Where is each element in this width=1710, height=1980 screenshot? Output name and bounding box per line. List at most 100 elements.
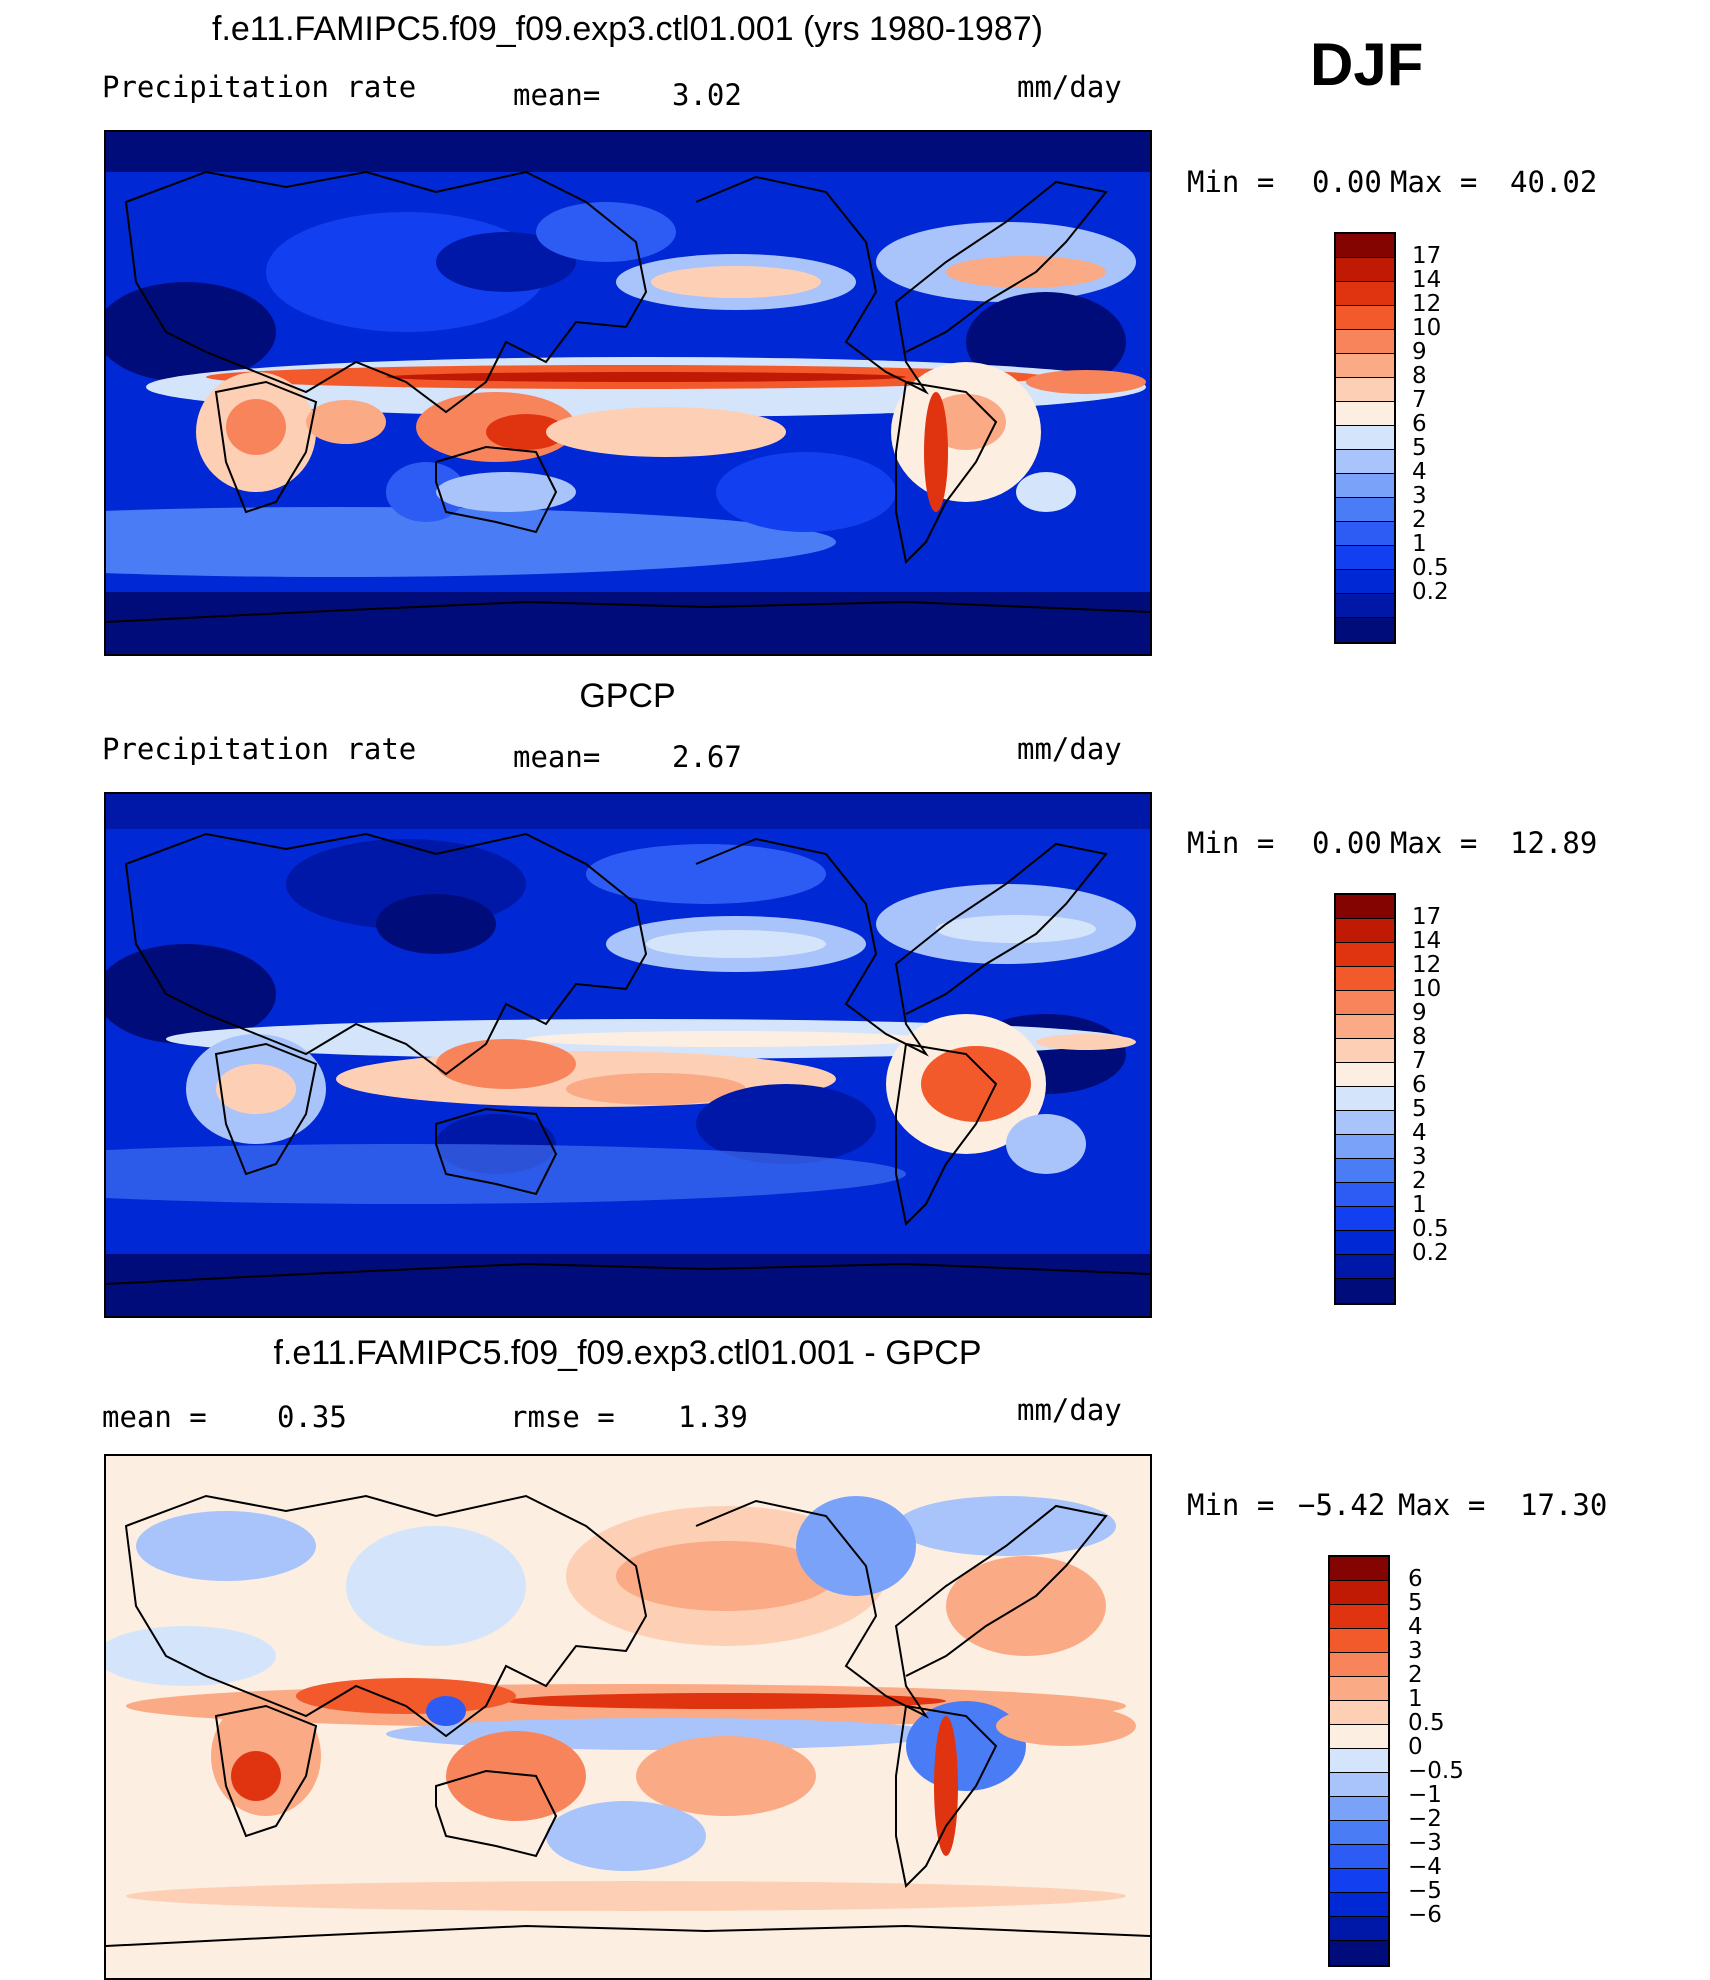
colorbar-swatch: [1336, 450, 1394, 474]
colorbar-swatch: [1336, 919, 1394, 943]
panel2-mean-label: mean=: [513, 740, 601, 774]
colorbar-swatch: [1336, 570, 1394, 594]
colorbar-swatch: [1336, 1087, 1394, 1111]
colorbar-swatch: [1336, 991, 1394, 1015]
panel1-title: f.e11.FAMIPC5.f09_f09.exp3.ctl01.001 (yr…: [212, 10, 1043, 48]
panel3-rmse-value: 1.39: [678, 1400, 748, 1434]
colorbar-swatch: [1330, 1773, 1388, 1797]
colorbar-tick-label: 4: [1412, 1120, 1427, 1146]
colorbar-tick-label: 9: [1412, 339, 1427, 365]
colorbar-swatch: [1330, 1749, 1388, 1773]
colorbar-swatch: [1336, 1063, 1394, 1087]
colorbar-swatch: [1336, 234, 1394, 258]
colorbar-tick-label: 1: [1412, 531, 1427, 557]
panel1-max-label: Max =: [1390, 165, 1478, 199]
colorbar-swatch: [1336, 967, 1394, 991]
colorbar-tick-label: 3: [1412, 1144, 1427, 1170]
colorbar-tick-label: −6: [1408, 1902, 1442, 1928]
colorbar-tick-label: 1: [1408, 1686, 1423, 1712]
colorbar-swatch: [1336, 522, 1394, 546]
panel1-min-label: Min =: [1187, 165, 1275, 199]
colorbar-swatch: [1330, 1605, 1388, 1629]
colorbar-swatch: [1336, 546, 1394, 570]
colorbar-swatch: [1330, 1821, 1388, 1845]
colorbar-tick-label: 5: [1412, 1096, 1427, 1122]
panel3-mean-label: mean =: [102, 1400, 207, 1434]
colorbar-tick-label: 2: [1408, 1662, 1423, 1688]
colorbar-tick-label: 10: [1412, 315, 1442, 341]
colorbar-swatch: [1336, 1231, 1394, 1255]
colorbar-tick-label: 8: [1412, 363, 1427, 389]
colorbar-tick-label: −3: [1408, 1830, 1442, 1856]
colorbar-swatch: [1330, 1581, 1388, 1605]
colorbar-tick-label: 2: [1412, 1168, 1427, 1194]
colorbar-swatch: [1330, 1941, 1388, 1965]
colorbar-tick-label: 0.2: [1412, 1240, 1449, 1266]
colorbar-tick-label: 14: [1412, 267, 1442, 293]
panel2-map-field: [106, 794, 1150, 1316]
colorbar-swatch: [1336, 258, 1394, 282]
panel2-max-label: Max =: [1390, 826, 1478, 860]
colorbar-swatch: [1336, 943, 1394, 967]
panel3-units: mm/day: [1017, 1393, 1122, 1427]
colorbar-swatch: [1336, 594, 1394, 618]
colorbar-swatch: [1330, 1629, 1388, 1653]
colorbar-tick-label: 5: [1412, 435, 1427, 461]
panel3-map-field: [106, 1456, 1150, 1978]
colorbar-tick-label: −1: [1408, 1782, 1442, 1808]
colorbar-tick-label: 3: [1412, 483, 1427, 509]
colorbar-tick-label: 12: [1412, 291, 1442, 317]
colorbar-tick-label: 0.5: [1412, 555, 1449, 581]
panel3-title: f.e11.FAMIPC5.f09_f09.exp3.ctl01.001 - G…: [273, 1334, 982, 1372]
colorbar-swatch: [1336, 1159, 1394, 1183]
panel1-variable-label: Precipitation rate: [102, 70, 417, 104]
colorbar-tick-label: 2: [1412, 507, 1427, 533]
colorbar-swatch: [1336, 1135, 1394, 1159]
colorbar-tick-label: 12: [1412, 952, 1442, 978]
colorbar-swatch: [1336, 895, 1394, 919]
panel1-colorbar: [1334, 232, 1396, 644]
panel1-map: [104, 130, 1152, 656]
colorbar-tick-label: 0.5: [1408, 1710, 1445, 1736]
colorbar-tick-label: 7: [1412, 387, 1427, 413]
panel3-colorbar: [1328, 1555, 1390, 1967]
colorbar-swatch: [1336, 498, 1394, 522]
panel2-mean-value: 2.67: [672, 740, 742, 774]
colorbar-tick-label: 3: [1408, 1638, 1423, 1664]
panel1-min-value: 0.00: [1312, 165, 1382, 199]
colorbar-swatch: [1336, 1015, 1394, 1039]
colorbar-tick-label: 4: [1408, 1614, 1423, 1640]
colorbar-tick-label: 1: [1412, 1192, 1427, 1218]
colorbar-tick-label: 6: [1412, 411, 1427, 437]
colorbar-swatch: [1336, 1279, 1394, 1303]
panel2-min-label: Min =: [1187, 826, 1275, 860]
colorbar-swatch: [1330, 1845, 1388, 1869]
colorbar-tick-label: 0: [1408, 1734, 1423, 1760]
colorbar-swatch: [1336, 1111, 1394, 1135]
panel2-units: mm/day: [1017, 732, 1122, 766]
colorbar-swatch: [1330, 1677, 1388, 1701]
colorbar-tick-label: −5: [1408, 1878, 1442, 1904]
colorbar-tick-label: 7: [1412, 1048, 1427, 1074]
panel2-variable-label: Precipitation rate: [102, 732, 417, 766]
colorbar-swatch: [1330, 1557, 1388, 1581]
colorbar-tick-label: 6: [1412, 1072, 1427, 1098]
panel1-mean-value: 3.02: [672, 78, 742, 112]
colorbar-swatch: [1336, 378, 1394, 402]
panel3-max-value: 17.30: [1520, 1488, 1608, 1522]
colorbar-swatch: [1336, 330, 1394, 354]
panel2-title: GPCP: [579, 677, 676, 715]
colorbar-swatch: [1336, 354, 1394, 378]
colorbar-swatch: [1330, 1917, 1388, 1941]
colorbar-tick-label: 14: [1412, 928, 1442, 954]
colorbar-swatch: [1336, 1183, 1394, 1207]
panel2-max-value: 12.89: [1510, 826, 1598, 860]
colorbar-tick-label: 6: [1408, 1566, 1423, 1592]
colorbar-swatch: [1330, 1797, 1388, 1821]
colorbar-swatch: [1336, 1039, 1394, 1063]
colorbar-swatch: [1330, 1725, 1388, 1749]
colorbar-swatch: [1330, 1893, 1388, 1917]
colorbar-tick-label: 9: [1412, 1000, 1427, 1026]
panel1-max-value: 40.02: [1510, 165, 1598, 199]
colorbar-tick-label: 4: [1412, 459, 1427, 485]
